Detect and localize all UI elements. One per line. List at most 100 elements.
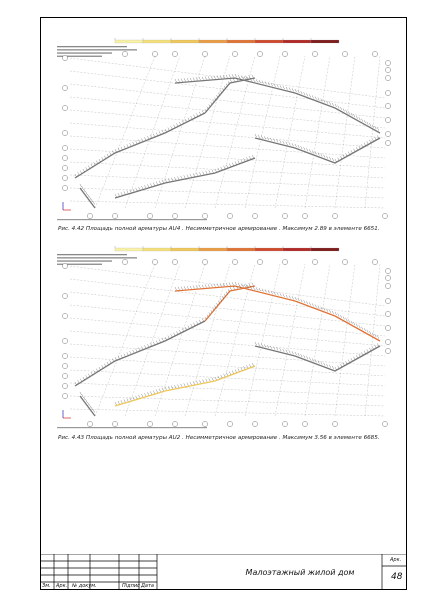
scale-swatch	[226, 247, 256, 252]
element-label-mark	[204, 284, 207, 288]
element-label-mark	[225, 282, 228, 286]
element-label-mark	[264, 289, 267, 293]
element-label-mark	[106, 361, 109, 366]
element-label-mark	[83, 188, 86, 193]
element-label-mark	[186, 285, 189, 290]
element-label-mark	[195, 285, 198, 289]
element-label-mark	[170, 126, 173, 130]
element-label-mark	[358, 117, 361, 121]
element-label-mark	[189, 173, 192, 178]
element-label-mark	[232, 286, 235, 290]
element-label-mark	[273, 346, 276, 350]
element-label-mark	[353, 322, 356, 326]
element-label-mark	[225, 291, 228, 295]
axis-marker	[372, 259, 378, 265]
element-label-mark	[282, 348, 285, 353]
axis-marker	[62, 383, 68, 389]
element-label-mark	[216, 75, 219, 79]
element-label-mark	[85, 191, 88, 195]
element-label-mark	[264, 136, 266, 140]
element-label-mark	[214, 168, 217, 173]
element-label-mark	[231, 162, 234, 166]
element-label-mark	[82, 376, 85, 381]
element-label-mark	[227, 81, 230, 85]
axis-marker	[385, 268, 391, 274]
element-label-mark	[246, 365, 249, 369]
element-label-mark	[114, 356, 117, 361]
element-label-mark	[279, 140, 282, 144]
element-label-mark	[218, 92, 221, 96]
element-label-mark	[245, 283, 248, 287]
element-label-mark	[126, 352, 129, 356]
element-label-mark	[260, 343, 263, 347]
element-label-mark	[80, 378, 82, 382]
grid-line	[304, 263, 331, 417]
element-label-mark	[120, 192, 123, 196]
element-label-mark	[120, 146, 123, 150]
element-label-mark	[309, 94, 311, 98]
element-label-mark	[237, 368, 240, 372]
axis-marker	[282, 213, 288, 219]
element-label-mark	[297, 89, 300, 94]
grid-line	[69, 70, 386, 109]
element-label-mark	[202, 379, 205, 383]
element-label-mark	[369, 123, 372, 127]
element-label-mark	[82, 168, 85, 173]
element-label-mark	[114, 148, 117, 153]
element-label-mark	[201, 76, 204, 80]
element-label-mark	[240, 283, 243, 287]
element-label-mark	[199, 380, 202, 384]
element-label-mark	[366, 329, 369, 333]
axis-marker	[202, 421, 208, 427]
axis-marker	[147, 421, 153, 427]
element-label-mark	[210, 309, 213, 314]
element-label-mark	[356, 323, 358, 327]
element-label-mark	[273, 138, 276, 142]
header-text-line	[57, 49, 137, 51]
figure-au4-plot	[55, 38, 398, 223]
element-label-mark	[156, 181, 158, 185]
element-label-mark	[180, 78, 183, 82]
element-label-mark	[254, 341, 257, 346]
element-label-mark	[334, 311, 337, 316]
element-label-mark	[120, 400, 123, 404]
scale-swatch	[282, 247, 312, 252]
element-label-mark	[353, 114, 356, 118]
axis-marker	[172, 421, 178, 427]
element-label-mark	[234, 281, 237, 286]
element-label-mark	[229, 163, 231, 167]
tb-cell-change: Зм.	[42, 583, 51, 589]
grid-line	[69, 174, 386, 189]
element-label-mark	[117, 401, 120, 405]
element-label-mark	[212, 99, 215, 103]
element-label-mark	[150, 134, 152, 138]
element-label-mark	[267, 344, 269, 349]
element-label-mark	[195, 77, 198, 81]
grid-line	[69, 382, 386, 397]
element-label-mark	[141, 185, 144, 190]
element-label-mark	[213, 283, 216, 287]
element-label-mark	[251, 362, 254, 367]
element-label-mark	[342, 154, 345, 158]
figure-au2-caption: Рис. 4.43 Площадь полной арматуры AU2 . …	[58, 435, 380, 441]
grid-line	[69, 200, 386, 209]
axis-marker	[62, 185, 68, 191]
element-label-mark	[132, 396, 135, 400]
element-label-mark	[237, 160, 240, 164]
axis-marker	[282, 51, 288, 57]
element-label-mark	[279, 293, 282, 297]
axis-marker	[385, 90, 391, 96]
element-label-mark	[306, 148, 309, 152]
element-label-mark	[91, 198, 93, 203]
drawing-frame	[40, 17, 407, 590]
grid-line	[69, 369, 386, 387]
element-label-mark	[181, 328, 184, 332]
element-label-mark	[361, 326, 364, 330]
element-label-mark	[164, 178, 167, 183]
element-label-mark	[88, 373, 90, 377]
element-label-mark	[153, 182, 155, 186]
element-label-mark	[210, 101, 213, 106]
title-block-grid	[40, 554, 407, 590]
element-label-mark	[237, 282, 240, 286]
grid-line	[69, 122, 386, 149]
